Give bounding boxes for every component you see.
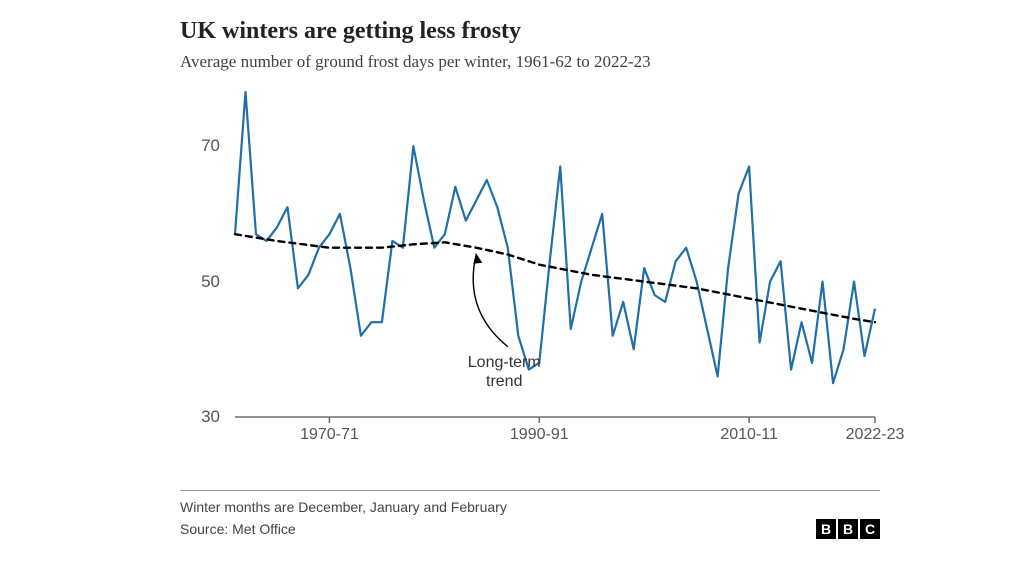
chart-title: UK winters are getting less frosty: [180, 18, 880, 45]
x-tick-label: 2022-23: [846, 426, 905, 444]
bbc-logo-b2: B: [838, 519, 858, 539]
y-tick-label: 30: [201, 407, 220, 427]
bbc-logo: B B C: [816, 519, 880, 539]
chart-plot-area: 305070 1970-711990-912010-112022-23 Long…: [180, 82, 880, 462]
y-tick-label: 70: [201, 136, 220, 156]
chart-subtitle: Average number of ground frost days per …: [180, 51, 880, 74]
chart-svg: [180, 82, 880, 462]
trend-annotation: Long-termtrend: [468, 353, 541, 391]
x-tick-label: 1970-71: [300, 426, 359, 444]
y-tick-label: 50: [201, 272, 220, 292]
chart-footnote: Winter months are December, January and …: [180, 499, 880, 515]
bbc-logo-c: C: [860, 519, 880, 539]
chart-source: Source: Met Office: [180, 521, 296, 537]
bbc-logo-b1: B: [816, 519, 836, 539]
chart-footer: Winter months are December, January and …: [180, 490, 880, 539]
x-tick-label: 2010-11: [720, 426, 778, 444]
x-tick-label: 1990-91: [510, 426, 569, 444]
